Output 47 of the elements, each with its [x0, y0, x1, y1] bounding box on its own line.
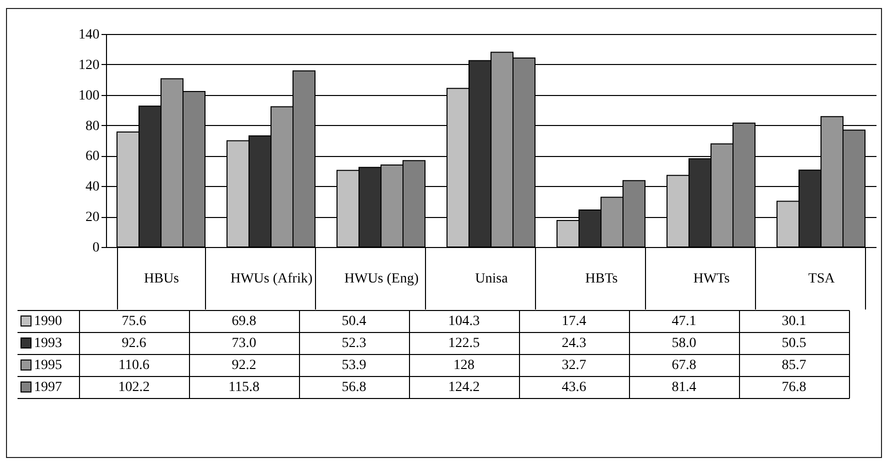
legend-label: 1993 [34, 336, 62, 351]
legend-label: 1990 [34, 314, 62, 329]
data-label: 30.1 [782, 314, 806, 329]
x-tick-label: HBUs [144, 272, 180, 286]
y-tick-label: 40 [86, 180, 100, 195]
data-label: 104.3 [448, 314, 480, 329]
x-tick-label: TSA [808, 272, 836, 286]
x-tick-label: HWUs (Afrik) [230, 272, 313, 286]
y-tick-label: 140 [78, 28, 100, 42]
y-tick-label: 60 [86, 149, 100, 164]
data-label: 81.4 [672, 380, 696, 395]
data-label: 85.7 [782, 358, 806, 373]
data-label: 58.0 [672, 336, 696, 351]
data-label: 56.8 [342, 380, 366, 395]
y-tick-label: 100 [78, 88, 100, 104]
data-label: 128 [454, 358, 474, 373]
data-label: 47.1 [672, 314, 696, 329]
data-label: 76.8 [782, 380, 806, 395]
x-tick-label: HWTs [693, 272, 730, 286]
y-tick-label: 120 [78, 58, 100, 73]
data-label: 110.6 [118, 358, 150, 373]
data-label: 50.4 [342, 314, 366, 329]
x-tick-label: HBTs [585, 272, 618, 286]
data-label: 75.6 [122, 314, 146, 329]
data-label: 122.5 [448, 336, 480, 351]
legend-label: 1995 [34, 358, 62, 373]
data-label: 50.5 [782, 336, 806, 351]
x-tick-label: HWUs (Eng) [344, 272, 419, 286]
legend-label: 1997 [34, 380, 62, 395]
data-label: 52.3 [342, 336, 366, 351]
data-label: 24.3 [562, 336, 586, 351]
y-tick-label: 80 [86, 118, 100, 134]
data-label: 53.9 [342, 358, 366, 373]
data-label: 43.6 [562, 380, 586, 395]
data-label: 102.2 [118, 380, 150, 395]
y-tick-label: 0 [92, 240, 100, 256]
data-label: 67.8 [672, 358, 696, 373]
data-label: 73.0 [232, 336, 256, 351]
data-label: 32.7 [562, 358, 586, 373]
data-label: 124.2 [448, 380, 480, 395]
x-tick-label: Unisa [475, 272, 509, 286]
data-label: 69.8 [232, 314, 256, 329]
data-label: 92.6 [122, 336, 146, 351]
data-label: 17.4 [562, 314, 586, 329]
data-label: 92.2 [232, 358, 256, 373]
data-label: 115.8 [228, 380, 260, 395]
y-tick-label: 20 [86, 210, 100, 226]
